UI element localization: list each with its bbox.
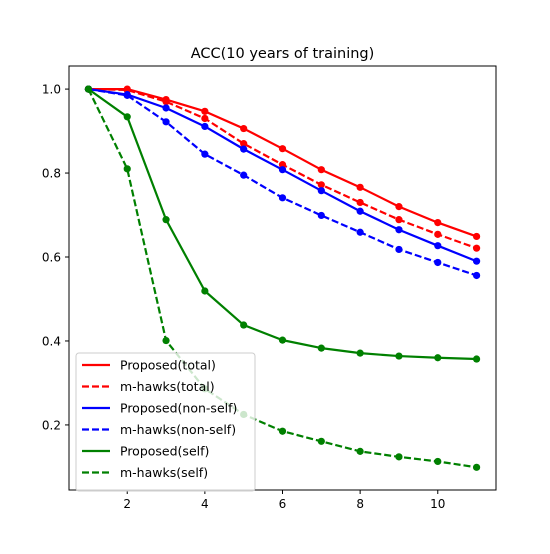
legend-box bbox=[75, 352, 256, 492]
data-point-proposed-self-7 bbox=[356, 349, 364, 357]
legend-label-proposed-total: Proposed(total) bbox=[120, 358, 216, 373]
data-point-m-hawks-self-9 bbox=[434, 457, 442, 466]
data-point-m-hawks-total-9 bbox=[434, 230, 442, 238]
legend: Proposed(total) m-hawks(total) Proposed(no… bbox=[75, 352, 256, 492]
data-point-m-hawks-self-10 bbox=[472, 463, 481, 471]
data-point-m-hawks-non-self-10 bbox=[472, 271, 481, 280]
data-point-proposed-self-9 bbox=[434, 354, 442, 362]
data-point-m-hawks-total-5 bbox=[278, 161, 287, 169]
data-point-proposed-non-self-7 bbox=[356, 207, 364, 215]
data-point-m-hawks-total-3 bbox=[201, 114, 209, 123]
data-point-proposed-non-self-2 bbox=[162, 104, 170, 112]
data-point-m-hawks-non-self-5 bbox=[278, 194, 287, 202]
data-point-proposed-total-4 bbox=[240, 124, 248, 133]
data-point-m-hawks-self-0 bbox=[84, 85, 93, 93]
data-point-proposed-total-3 bbox=[201, 107, 209, 115]
data-point-proposed-non-self-3 bbox=[201, 122, 209, 131]
y-tick-label: 0.2 bbox=[42, 418, 61, 432]
legend-label-proposed-non-self: Proposed(non-self) bbox=[120, 401, 237, 416]
y-axis: 0.2 0.4 0.6 0.8 1.0 bbox=[42, 83, 69, 432]
data-point-proposed-non-self-9 bbox=[434, 242, 442, 250]
data-point-proposed-total-9 bbox=[434, 218, 442, 227]
data-point-proposed-total-5 bbox=[278, 145, 287, 153]
x-tick-label: 6 bbox=[279, 497, 287, 511]
data-point-proposed-total-10 bbox=[472, 232, 481, 241]
data-point-m-hawks-non-self-4 bbox=[240, 171, 248, 179]
series-layer bbox=[84, 85, 481, 471]
data-point-proposed-self-8 bbox=[395, 352, 403, 360]
y-tick-label: 0.8 bbox=[42, 167, 61, 181]
data-point-m-hawks-non-self-3 bbox=[201, 150, 209, 158]
data-point-m-hawks-self-6 bbox=[317, 437, 325, 445]
data-point-proposed-non-self-4 bbox=[240, 145, 248, 153]
data-point-proposed-non-self-10 bbox=[472, 257, 481, 265]
data-point-m-hawks-total-6 bbox=[317, 181, 325, 189]
data-point-proposed-self-4 bbox=[240, 321, 248, 329]
data-point-m-hawks-non-self-2 bbox=[162, 118, 170, 126]
data-point-m-hawks-non-self-7 bbox=[356, 228, 364, 236]
y-tick-label: 1.0 bbox=[42, 83, 61, 97]
legend-label-proposed-self: Proposed(self) bbox=[120, 444, 209, 459]
legend-label-m-hawks-total: m-hawks(total) bbox=[120, 379, 215, 394]
data-point-proposed-self-5 bbox=[278, 336, 287, 344]
data-point-m-hawks-total-8 bbox=[395, 216, 403, 224]
data-point-m-hawks-non-self-9 bbox=[434, 258, 442, 267]
x-tick-label: 10 bbox=[430, 497, 445, 511]
data-point-proposed-total-7 bbox=[356, 183, 364, 191]
y-tick-label: 0.4 bbox=[42, 334, 61, 348]
data-point-m-hawks-self-1 bbox=[123, 165, 131, 173]
data-point-m-hawks-non-self-8 bbox=[395, 245, 403, 254]
legend-label-m-hawks-self: m-hawks(self) bbox=[120, 465, 208, 480]
x-tick-label: 4 bbox=[201, 497, 209, 511]
data-point-m-hawks-self-7 bbox=[356, 447, 364, 455]
data-point-m-hawks-total-7 bbox=[356, 198, 364, 207]
data-point-proposed-non-self-5 bbox=[278, 166, 287, 174]
data-point-proposed-self-3 bbox=[201, 287, 209, 295]
data-point-m-hawks-self-5 bbox=[278, 427, 287, 435]
x-tick-label: 2 bbox=[123, 497, 131, 511]
data-point-proposed-self-1 bbox=[123, 113, 131, 121]
data-point-proposed-total-8 bbox=[395, 203, 403, 211]
data-point-m-hawks-total-2 bbox=[162, 98, 170, 106]
chart-title: ACC(10 years of training) bbox=[191, 46, 375, 62]
y-tick-label: 0.6 bbox=[42, 251, 61, 265]
data-point-proposed-self-2 bbox=[162, 216, 170, 224]
data-point-m-hawks-self-2 bbox=[162, 336, 170, 345]
data-point-m-hawks-non-self-6 bbox=[317, 211, 325, 220]
x-tick-label: 8 bbox=[356, 497, 364, 511]
data-point-proposed-self-10 bbox=[472, 355, 481, 363]
data-point-proposed-total-6 bbox=[317, 166, 325, 174]
data-point-m-hawks-non-self-1 bbox=[123, 91, 131, 99]
data-point-m-hawks-total-4 bbox=[240, 140, 248, 148]
data-point-proposed-non-self-6 bbox=[317, 187, 325, 195]
data-point-proposed-self-6 bbox=[317, 344, 325, 352]
data-point-m-hawks-self-8 bbox=[395, 453, 403, 461]
data-point-proposed-non-self-8 bbox=[395, 226, 403, 234]
legend-label-m-hawks-non-self: m-hawks(non-self) bbox=[120, 422, 236, 437]
data-point-m-hawks-total-10 bbox=[472, 244, 481, 252]
